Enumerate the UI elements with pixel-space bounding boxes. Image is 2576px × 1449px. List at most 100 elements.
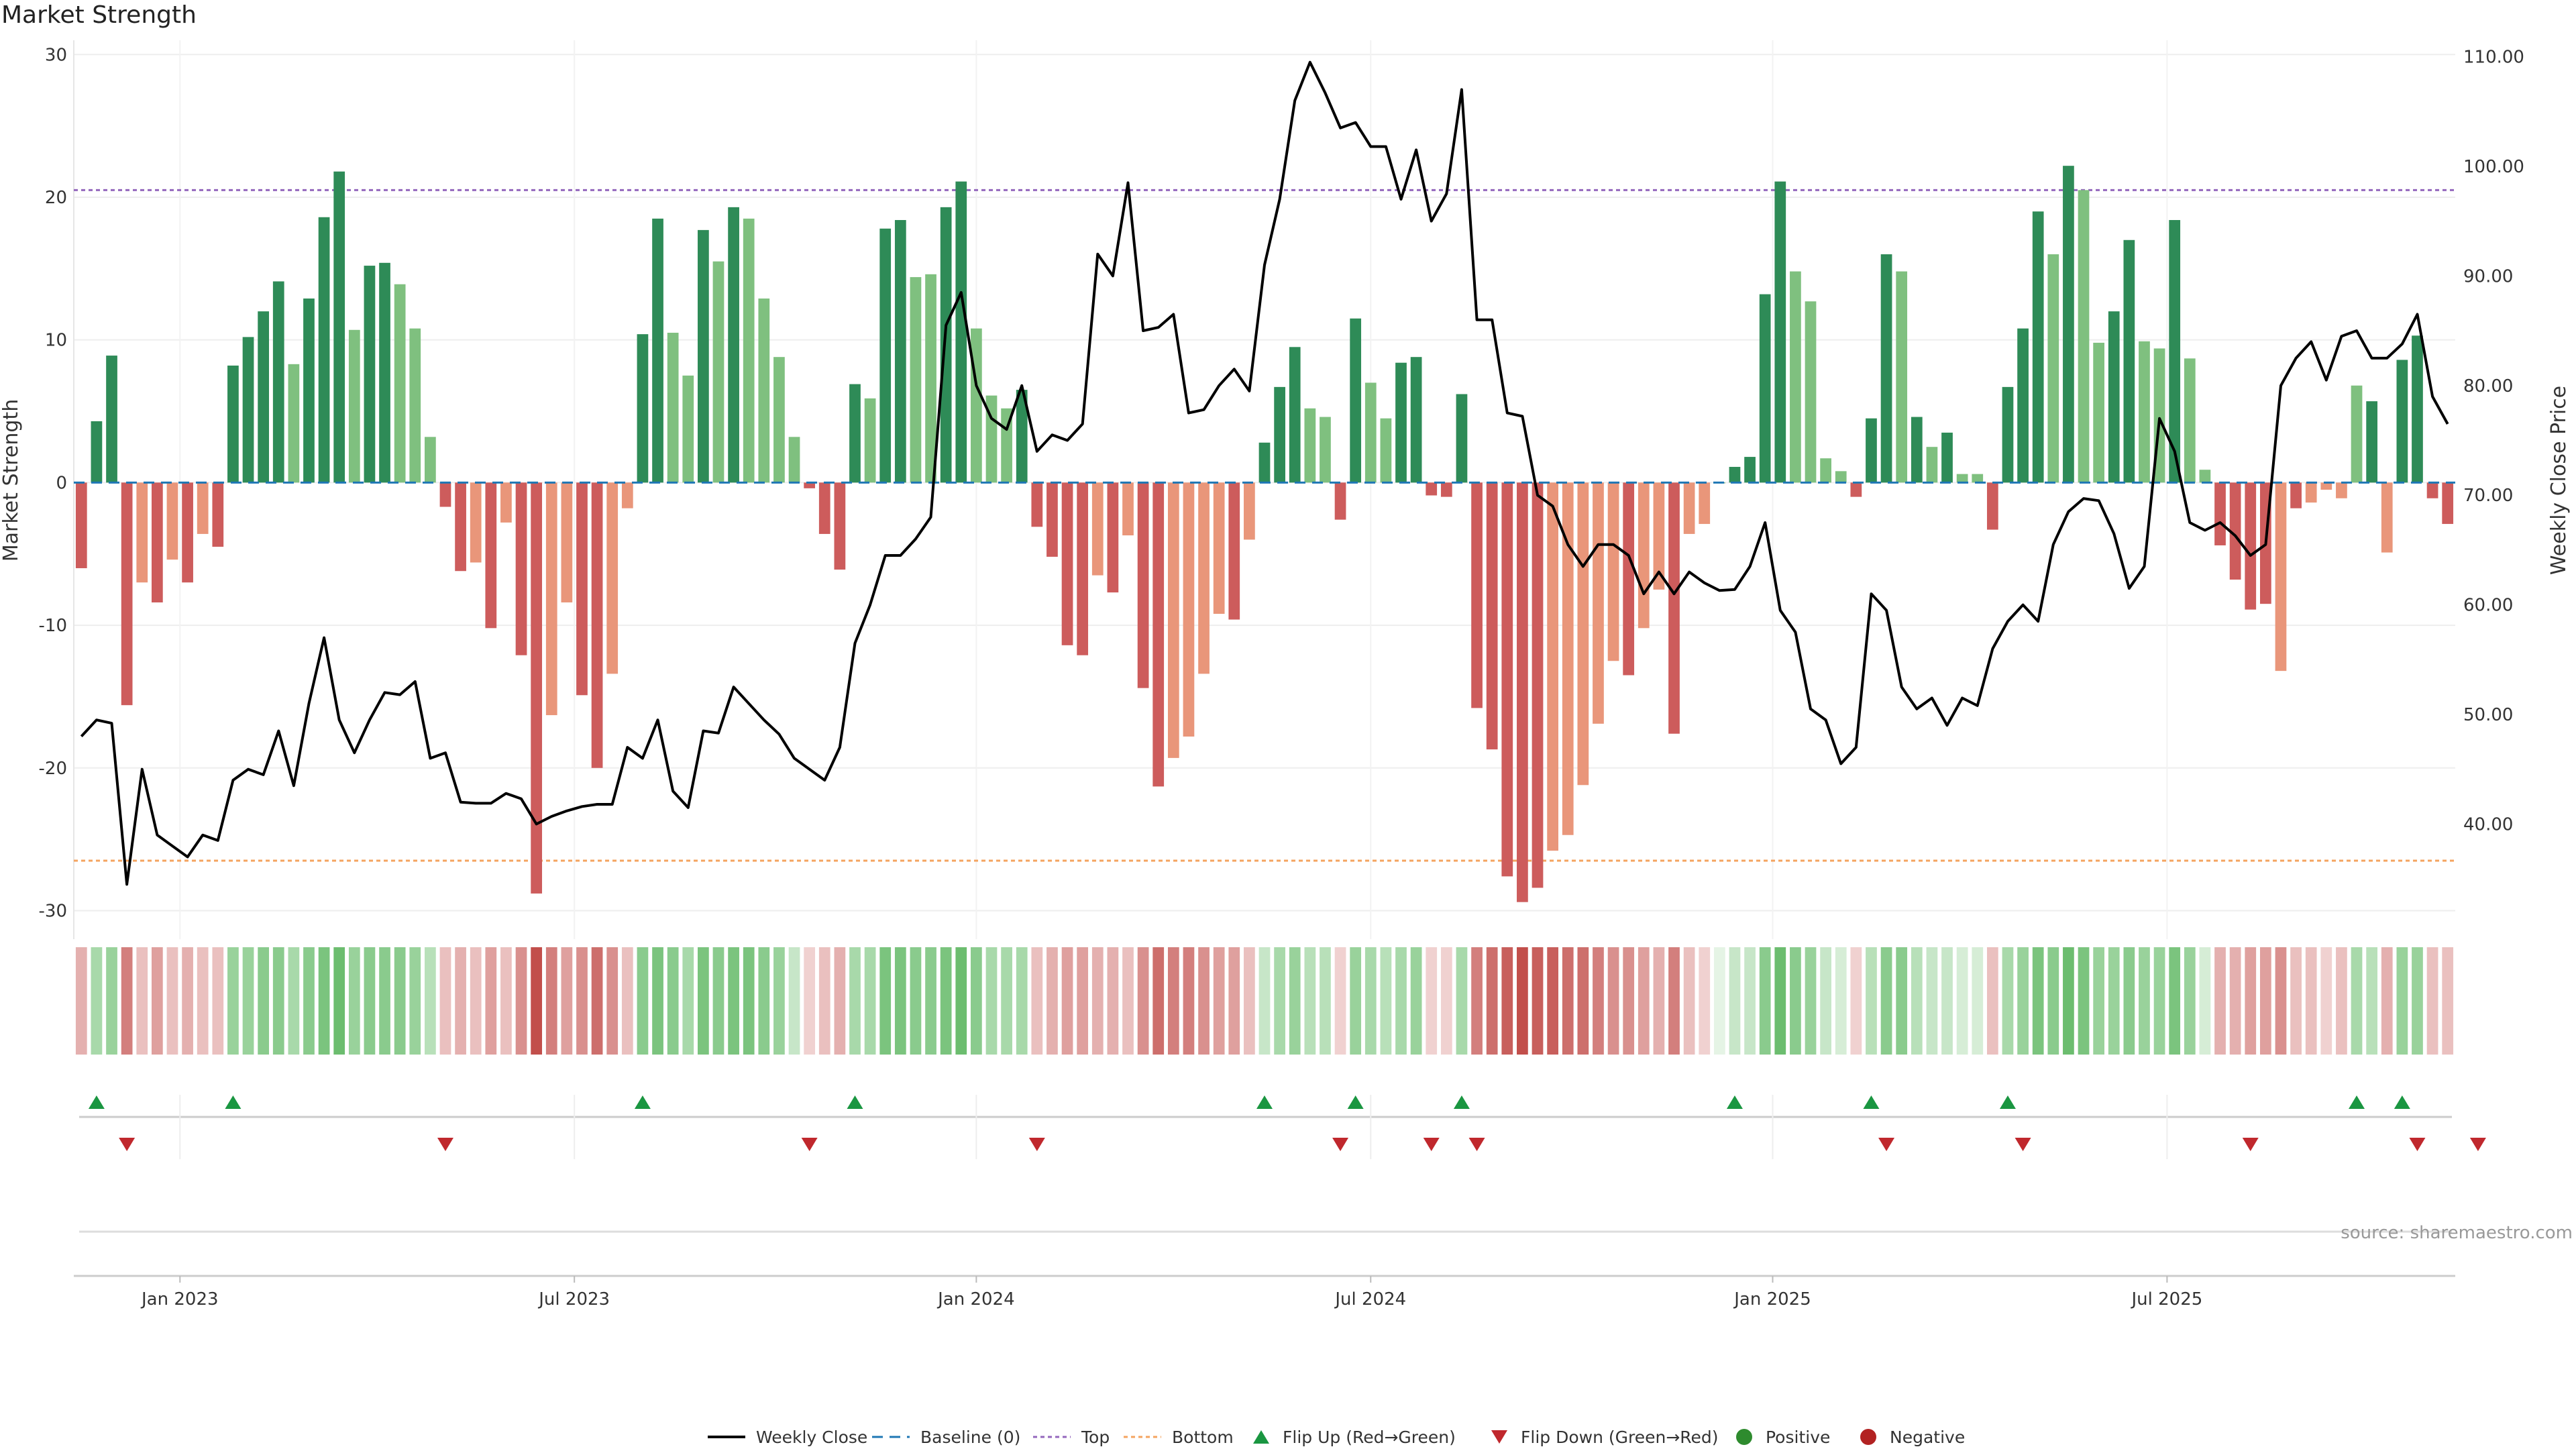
strength-bar bbox=[1850, 482, 1862, 497]
flip-up-marker bbox=[1256, 1095, 1273, 1109]
heat-cell bbox=[2047, 947, 2059, 1055]
strength-bar bbox=[773, 357, 785, 483]
y-tick-label-left: -10 bbox=[39, 616, 67, 636]
heat-cell bbox=[2426, 947, 2438, 1055]
strength-bar bbox=[1426, 482, 1438, 496]
strength-bar bbox=[2229, 482, 2241, 580]
heat-cell bbox=[485, 947, 497, 1055]
heat-cell bbox=[1972, 947, 1984, 1055]
heat-cell bbox=[1091, 947, 1104, 1055]
heat-cell bbox=[758, 947, 770, 1055]
strength-bar bbox=[804, 482, 816, 488]
y-axis-label-left: Market Strength bbox=[0, 399, 23, 561]
y-axis-right: 110.00 100.00 90.00 80.00 70.00 60.00 50.00 40.… bbox=[2463, 48, 2524, 835]
strength-bar bbox=[1380, 418, 1392, 483]
strength-bar bbox=[2184, 358, 2196, 483]
heat-cell bbox=[849, 947, 861, 1055]
heat-cell bbox=[1623, 947, 1635, 1055]
heat-cell bbox=[1410, 947, 1422, 1055]
heat-cell bbox=[2381, 947, 2393, 1055]
strength-bar bbox=[712, 261, 724, 483]
strength-bar bbox=[925, 274, 936, 483]
heat-cell bbox=[2169, 947, 2181, 1055]
flip-up-marker bbox=[1453, 1095, 1470, 1109]
heat-cell bbox=[1380, 947, 1392, 1055]
strength-bar bbox=[2381, 482, 2393, 553]
strength-bar bbox=[1031, 482, 1043, 527]
strength-bar bbox=[1244, 482, 1255, 540]
flip-down-marker bbox=[1878, 1138, 1895, 1151]
heat-cell bbox=[500, 947, 512, 1055]
strength-bar bbox=[2275, 482, 2287, 672]
flip-down-marker bbox=[437, 1138, 453, 1151]
heat-cell bbox=[1122, 947, 1134, 1055]
strength-bar bbox=[1699, 482, 1711, 525]
heat-cell bbox=[712, 947, 724, 1055]
heat-cell bbox=[272, 947, 284, 1055]
heat-cell bbox=[2320, 947, 2332, 1055]
strength-bar bbox=[1077, 482, 1089, 655]
strength-bar bbox=[1880, 254, 1892, 483]
strength-bar bbox=[242, 337, 254, 483]
heat-cell bbox=[333, 947, 345, 1055]
heat-cell bbox=[1486, 947, 1498, 1055]
source-note: source: sharemaestro.com bbox=[2341, 1223, 2573, 1243]
strength-bar bbox=[227, 365, 239, 483]
heat-cell bbox=[2139, 947, 2150, 1055]
heat-cell bbox=[2108, 947, 2120, 1055]
heat-cell bbox=[1334, 947, 1346, 1055]
heat-cell bbox=[2214, 947, 2226, 1055]
heat-cell bbox=[1001, 947, 1012, 1055]
strength-bar bbox=[2063, 166, 2074, 483]
heat-cell bbox=[1532, 947, 1544, 1055]
strength-bar bbox=[348, 329, 360, 483]
heat-cell bbox=[940, 947, 952, 1055]
strength-bar bbox=[2123, 239, 2135, 483]
heat-cell bbox=[576, 947, 588, 1055]
strength-bar bbox=[743, 218, 755, 483]
heat-cell bbox=[1835, 947, 1847, 1055]
heat-cell bbox=[242, 947, 254, 1055]
strength-bar bbox=[2093, 342, 2104, 483]
heat-cell bbox=[1046, 947, 1058, 1055]
heat-cell bbox=[1213, 947, 1225, 1055]
heat-cell bbox=[2199, 947, 2211, 1055]
strength-bar bbox=[91, 421, 103, 483]
heat-cell bbox=[545, 947, 557, 1055]
strength-bar bbox=[258, 311, 270, 483]
strength-bar bbox=[1653, 482, 1665, 590]
heat-cell bbox=[364, 947, 376, 1055]
heat-cell bbox=[698, 947, 709, 1055]
strength-bar bbox=[1091, 482, 1104, 576]
strength-bar bbox=[106, 356, 117, 483]
heat-cell bbox=[1471, 947, 1483, 1055]
y-tick-label-left: -20 bbox=[39, 759, 67, 779]
heat-cell bbox=[258, 947, 270, 1055]
x-tick-label: Jan 2024 bbox=[936, 1289, 1015, 1309]
y-tick-label-left: 30 bbox=[45, 45, 67, 65]
strength-bar bbox=[2047, 254, 2059, 483]
weekly-close-line bbox=[80, 60, 2449, 886]
flip-up-marker bbox=[88, 1095, 105, 1109]
heat-cell bbox=[743, 947, 755, 1055]
heat-cell bbox=[1107, 947, 1119, 1055]
y-tick-label-right: 100.00 bbox=[2463, 157, 2524, 177]
strength-bar bbox=[1593, 482, 1604, 724]
strength-bar bbox=[197, 482, 209, 534]
heat-cell bbox=[1638, 947, 1650, 1055]
strength-bar bbox=[1986, 482, 1998, 530]
strength-bar bbox=[2290, 482, 2302, 508]
heat-cell bbox=[348, 947, 360, 1055]
heat-cell bbox=[2336, 947, 2347, 1055]
heat-cell bbox=[91, 947, 103, 1055]
strength-bar bbox=[1501, 482, 1513, 877]
heat-cell bbox=[425, 947, 436, 1055]
strength-bar bbox=[1167, 482, 1179, 758]
legend-label-top: Top bbox=[1081, 1428, 1110, 1447]
heat-cell bbox=[2275, 947, 2287, 1055]
heat-cell bbox=[1956, 947, 1968, 1055]
strength-bar bbox=[500, 482, 512, 523]
strength-bar bbox=[531, 482, 543, 894]
heat-cell bbox=[667, 947, 679, 1055]
heat-cell bbox=[1699, 947, 1711, 1055]
